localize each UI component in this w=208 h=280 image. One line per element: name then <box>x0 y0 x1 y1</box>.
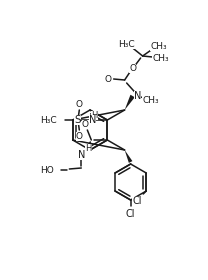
Text: CH₃: CH₃ <box>150 41 167 50</box>
Text: N: N <box>89 115 96 125</box>
Text: O: O <box>76 132 83 141</box>
Text: S: S <box>74 115 81 125</box>
Text: O: O <box>76 99 83 109</box>
Text: O: O <box>82 120 89 129</box>
Polygon shape <box>125 150 132 163</box>
Text: Cl: Cl <box>132 196 142 206</box>
Text: O: O <box>129 64 136 73</box>
Text: N: N <box>134 91 141 101</box>
Text: H: H <box>85 144 92 153</box>
Text: H₃C: H₃C <box>40 116 56 125</box>
Text: N: N <box>78 150 85 160</box>
Text: H₃C: H₃C <box>118 39 135 48</box>
Text: HO: HO <box>41 165 54 174</box>
Text: CH₃: CH₃ <box>142 95 159 104</box>
Text: Cl: Cl <box>126 209 135 219</box>
Text: H: H <box>91 111 98 120</box>
Text: CH₃: CH₃ <box>152 53 169 62</box>
Polygon shape <box>125 95 135 110</box>
Text: O: O <box>104 74 111 83</box>
